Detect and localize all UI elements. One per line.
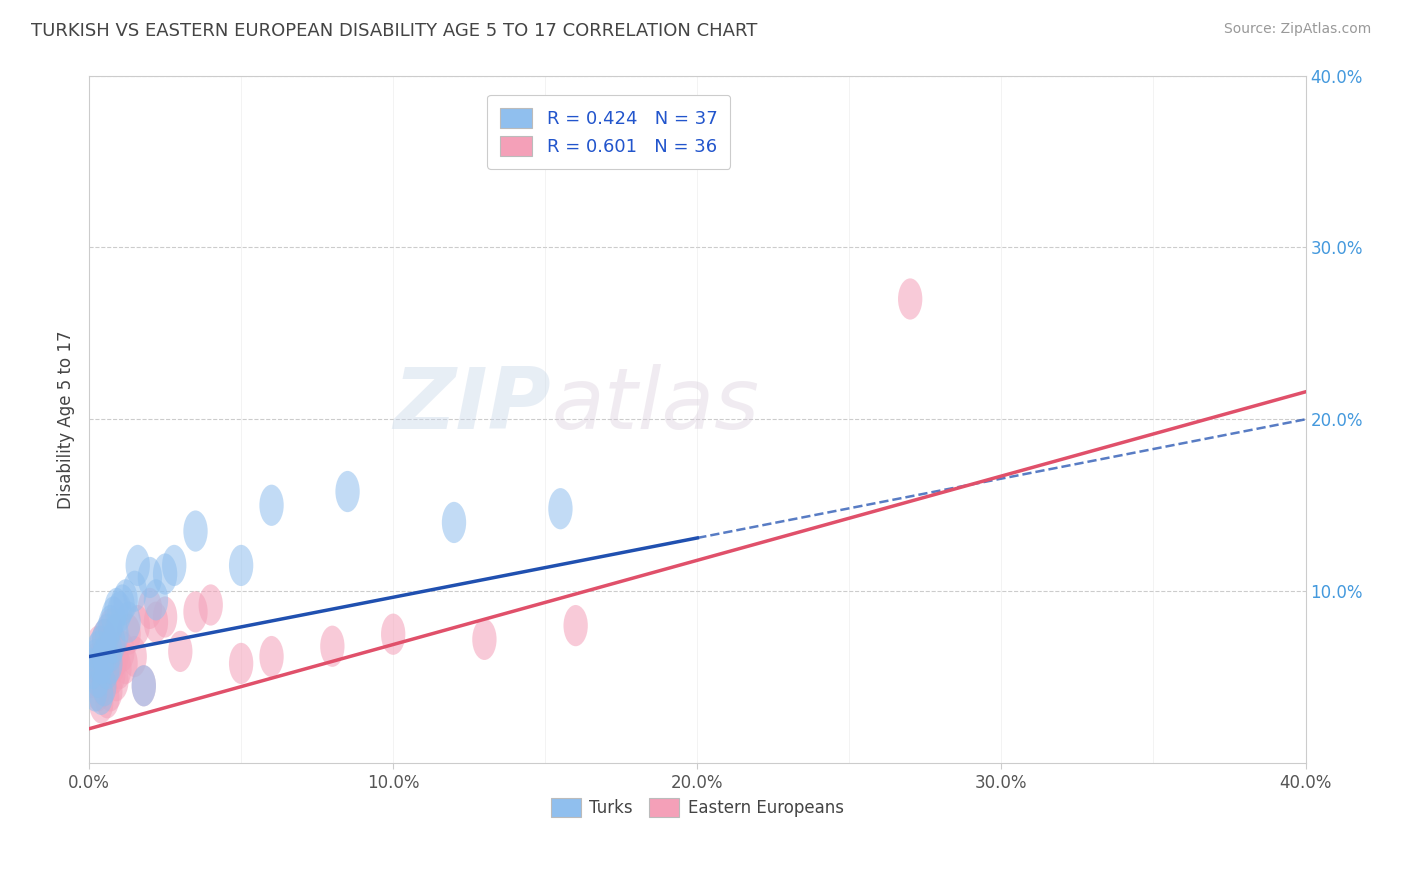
Ellipse shape [107,591,132,632]
Ellipse shape [86,670,110,712]
Ellipse shape [89,673,114,715]
Ellipse shape [89,682,114,723]
Text: atlas: atlas [551,364,759,447]
Ellipse shape [132,665,156,706]
Ellipse shape [259,636,284,677]
Ellipse shape [98,631,122,672]
Ellipse shape [86,657,110,698]
Ellipse shape [229,545,253,586]
Ellipse shape [93,619,117,660]
Ellipse shape [125,545,150,586]
Ellipse shape [898,278,922,319]
Ellipse shape [138,557,162,599]
Ellipse shape [122,571,146,612]
Legend: Turks, Eastern Europeans: Turks, Eastern Europeans [544,791,851,823]
Ellipse shape [80,657,104,698]
Ellipse shape [143,601,169,643]
Ellipse shape [93,665,117,706]
Ellipse shape [101,653,125,694]
Text: Source: ZipAtlas.com: Source: ZipAtlas.com [1223,22,1371,37]
Ellipse shape [169,631,193,672]
Ellipse shape [259,484,284,526]
Ellipse shape [153,553,177,595]
Ellipse shape [89,625,114,667]
Ellipse shape [114,579,138,621]
Ellipse shape [183,591,208,632]
Ellipse shape [104,588,128,629]
Text: TURKISH VS EASTERN EUROPEAN DISABILITY AGE 5 TO 17 CORRELATION CHART: TURKISH VS EASTERN EUROPEAN DISABILITY A… [31,22,758,40]
Ellipse shape [138,588,162,629]
Ellipse shape [381,614,405,655]
Ellipse shape [101,622,125,664]
Ellipse shape [198,584,224,625]
Ellipse shape [125,605,150,646]
Ellipse shape [83,640,107,681]
Ellipse shape [86,631,110,672]
Ellipse shape [548,488,572,529]
Ellipse shape [96,677,120,718]
Ellipse shape [110,584,135,625]
Ellipse shape [229,643,253,684]
Ellipse shape [89,643,114,684]
Text: ZIP: ZIP [394,364,551,447]
Ellipse shape [153,597,177,638]
Ellipse shape [441,502,467,543]
Ellipse shape [86,625,110,667]
Ellipse shape [98,643,122,684]
Ellipse shape [98,670,122,712]
Ellipse shape [93,665,117,706]
Ellipse shape [122,636,146,677]
Ellipse shape [98,608,122,649]
Ellipse shape [80,648,104,690]
Ellipse shape [162,545,187,586]
Ellipse shape [117,614,141,655]
Ellipse shape [132,665,156,706]
Ellipse shape [96,648,120,690]
Ellipse shape [321,625,344,667]
Ellipse shape [83,643,107,684]
Ellipse shape [183,510,208,551]
Ellipse shape [96,631,120,672]
Ellipse shape [114,643,138,684]
Ellipse shape [107,648,132,690]
Ellipse shape [104,614,128,655]
Ellipse shape [104,636,128,677]
Ellipse shape [93,636,117,677]
Ellipse shape [101,597,125,638]
Ellipse shape [472,619,496,660]
Ellipse shape [104,660,128,701]
Y-axis label: Disability Age 5 to 17: Disability Age 5 to 17 [58,330,75,508]
Ellipse shape [83,670,107,712]
Ellipse shape [117,601,141,643]
Ellipse shape [110,631,135,672]
Ellipse shape [89,640,114,681]
Ellipse shape [336,471,360,512]
Ellipse shape [93,619,117,660]
Ellipse shape [96,614,120,655]
Ellipse shape [143,579,169,621]
Ellipse shape [564,605,588,646]
Ellipse shape [101,643,125,684]
Ellipse shape [98,605,122,646]
